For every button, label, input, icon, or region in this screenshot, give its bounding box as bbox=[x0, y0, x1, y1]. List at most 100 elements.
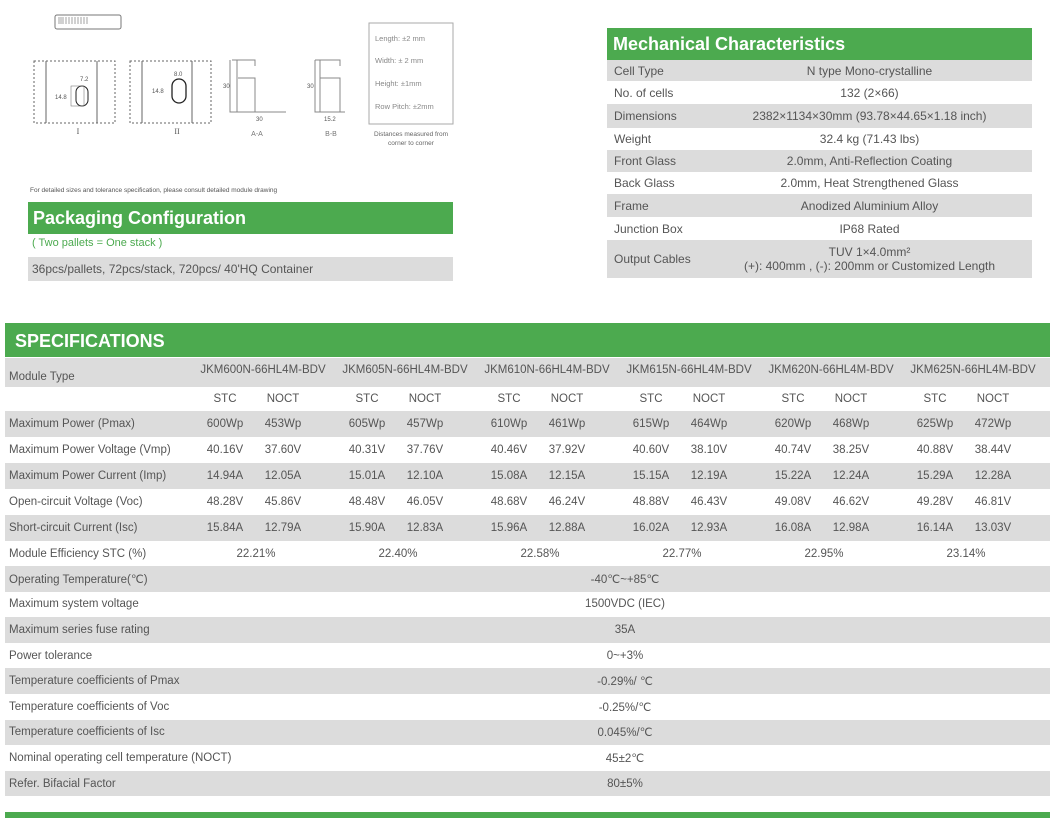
drawing-note: For detailed sizes and tolerance specifi… bbox=[30, 187, 278, 194]
efficiency-value: 22.21% bbox=[236, 547, 276, 560]
mechanical-label: Junction Box bbox=[614, 221, 683, 236]
spec-value: 0~+3% bbox=[606, 649, 644, 662]
mechanical-row: Cell Type N type Mono-crystalline bbox=[607, 60, 1032, 81]
stc-value: 40.31V bbox=[348, 444, 386, 456]
spec-row: Short-circuit Current (Isc) 15.84A 12.79A 1… bbox=[5, 515, 1050, 541]
noct-value: 12.19A bbox=[690, 470, 728, 482]
stc-value: 16.14A bbox=[916, 522, 954, 534]
tolerance-line: Length: ±2 mm bbox=[375, 34, 425, 43]
dim-label: 14.8 bbox=[55, 95, 67, 101]
noct-value: 457Wp bbox=[406, 418, 444, 430]
spec-value: 35A bbox=[614, 623, 636, 636]
mechanical-label: Frame bbox=[614, 198, 649, 213]
stc-header: STC bbox=[213, 393, 237, 405]
row-label: Operating Temperature(℃) bbox=[9, 573, 148, 586]
stc-value: 49.08V bbox=[774, 496, 812, 508]
mechanical-value: N type Mono-crystalline bbox=[707, 64, 1032, 78]
noct-value: 12.15A bbox=[548, 470, 586, 482]
mechanical-row: Front Glass 2.0mm, Anti-Reflection Coatin… bbox=[607, 150, 1032, 172]
detail-ii bbox=[129, 60, 212, 124]
stc-value: 40.60V bbox=[632, 444, 670, 456]
noct-value: 13.03V bbox=[974, 522, 1012, 534]
stc-value: 48.88V bbox=[632, 496, 670, 508]
stc-value: 615Wp bbox=[632, 418, 670, 430]
row-label: Temperature coefficients of Isc bbox=[9, 726, 165, 739]
footer-bar bbox=[5, 812, 1050, 818]
mechanical-value-line: 132 (2×66) bbox=[840, 85, 899, 100]
mechanical-value: 2.0mm, Anti-Reflection Coating bbox=[707, 154, 1032, 168]
noct-value: 12.10A bbox=[406, 470, 444, 482]
barcode-icon bbox=[54, 14, 122, 30]
stc-value: 16.08A bbox=[774, 522, 812, 534]
noct-value: 46.62V bbox=[832, 496, 870, 508]
noct-header: NOCT bbox=[692, 393, 726, 405]
stc-header: STC bbox=[923, 393, 947, 405]
noct-value: 12.79A bbox=[264, 522, 302, 534]
stc-header: STC bbox=[639, 393, 663, 405]
mechanical-value-line: 2382×1134×30mm (93.78×44.65×1.18 inch) bbox=[752, 109, 987, 123]
tolerance-line: Height: ±1mm bbox=[375, 79, 422, 88]
noct-value: 37.76V bbox=[406, 444, 444, 456]
spec-row: Maximum Power Voltage (Vmp) 40.16V 37.60V 4… bbox=[5, 437, 1050, 463]
mechanical-value: 132 (2×66) bbox=[707, 86, 1032, 100]
section-a-a bbox=[229, 59, 286, 113]
efficiency-value: 22.40% bbox=[378, 547, 418, 560]
module-type-row: Module Type JKM600N-66HL4M-BDV JKM605N-66H… bbox=[5, 358, 1050, 387]
mechanical-row: Back Glass 2.0mm, Heat Strengthened Glass bbox=[607, 172, 1032, 194]
mechanical-value-line: IP68 Rated bbox=[839, 221, 900, 236]
dim-label: 30 bbox=[223, 84, 230, 90]
noct-value: 12.05A bbox=[264, 470, 302, 482]
spec-value: 45±2℃ bbox=[605, 752, 645, 765]
row-label: Temperature coefficients of Pmax bbox=[9, 675, 180, 688]
spec-row: Refer. Bifacial Factor 80±5% bbox=[5, 770, 1050, 797]
noct-value: 472Wp bbox=[974, 418, 1012, 430]
packaging-detail: 36pcs/pallets, 72pcs/stack, 720pcs/ 40'H… bbox=[28, 257, 453, 281]
mechanical-row: Junction Box IP68 Rated bbox=[607, 217, 1032, 240]
spec-row: Maximum Power Current (Imp) 14.94A 12.05A 1… bbox=[5, 463, 1050, 489]
noct-value: 38.44V bbox=[974, 444, 1012, 456]
row-label: Short-circuit Current (Isc) bbox=[9, 522, 138, 534]
packaging-title: Packaging Configuration bbox=[28, 202, 453, 234]
noct-value: 46.24V bbox=[548, 496, 586, 508]
noct-value: 46.81V bbox=[974, 496, 1012, 508]
module-drawing: 7.2 14.8 8.0 14.8 30 30 30 15.2 I II A-A… bbox=[0, 0, 470, 194]
row-label: Refer. Bifacial Factor bbox=[9, 777, 116, 790]
mechanical-label: Cell Type bbox=[614, 63, 664, 78]
mechanical-value: Anodized Aluminium Alloy bbox=[707, 199, 1032, 213]
noct-value: 45.86V bbox=[264, 496, 302, 508]
stc-header: STC bbox=[781, 393, 805, 405]
model-name: JKM620N-66HL4M-BDV bbox=[768, 363, 894, 376]
efficiency-value: 22.95% bbox=[804, 547, 844, 560]
mechanical-value-line: 32.4 kg (71.43 lbs) bbox=[819, 132, 920, 146]
mechanical-row: No. of cells 132 (2×66) bbox=[607, 81, 1032, 104]
mechanical-value-line: N type Mono-crystalline bbox=[806, 63, 933, 78]
row-label: Module Efficiency STC (%) bbox=[9, 547, 147, 560]
stc-value: 48.68V bbox=[490, 496, 528, 508]
detail-i bbox=[33, 60, 116, 124]
section-label: A-A bbox=[251, 131, 263, 138]
stc-value: 48.48V bbox=[348, 496, 386, 508]
spec-row: Nominal operating cell temperature (NOCT… bbox=[5, 745, 1050, 771]
row-label: Temperature coefficients of Voc bbox=[9, 700, 170, 713]
noct-header: NOCT bbox=[550, 393, 584, 405]
stc-header: STC bbox=[355, 393, 379, 405]
row-label: Maximum Power Current (Imp) bbox=[9, 470, 167, 482]
stc-value: 15.90A bbox=[348, 522, 386, 534]
mechanical-row: Frame Anodized Aluminium Alloy bbox=[607, 194, 1032, 217]
noct-value: 12.24A bbox=[832, 470, 870, 482]
mechanical-row: Output Cables TUV 1×4.0mm² (+): 400mm , (-… bbox=[607, 240, 1032, 278]
spec-row: Temperature coefficients of Voc -0.25%/℃ bbox=[5, 694, 1050, 720]
noct-header: NOCT bbox=[976, 393, 1010, 405]
efficiency-value: 22.77% bbox=[662, 547, 702, 560]
noct-value: 464Wp bbox=[690, 418, 728, 430]
mechanical-value-line: (+): 400mm , (-): 200mm or Customized Le… bbox=[743, 259, 996, 273]
model-name: JKM600N-66HL4M-BDV bbox=[200, 363, 326, 376]
mechanical-value: 2.0mm, Heat Strengthened Glass bbox=[707, 176, 1032, 190]
stc-value: 40.16V bbox=[206, 444, 244, 456]
stc-value: 49.28V bbox=[916, 496, 954, 508]
row-label: Maximum series fuse rating bbox=[9, 623, 150, 636]
stc-header: STC bbox=[497, 393, 521, 405]
mechanical-label: Dimensions bbox=[614, 109, 677, 123]
mechanical-label: Back Glass bbox=[614, 176, 675, 190]
noct-value: 37.60V bbox=[264, 444, 302, 456]
